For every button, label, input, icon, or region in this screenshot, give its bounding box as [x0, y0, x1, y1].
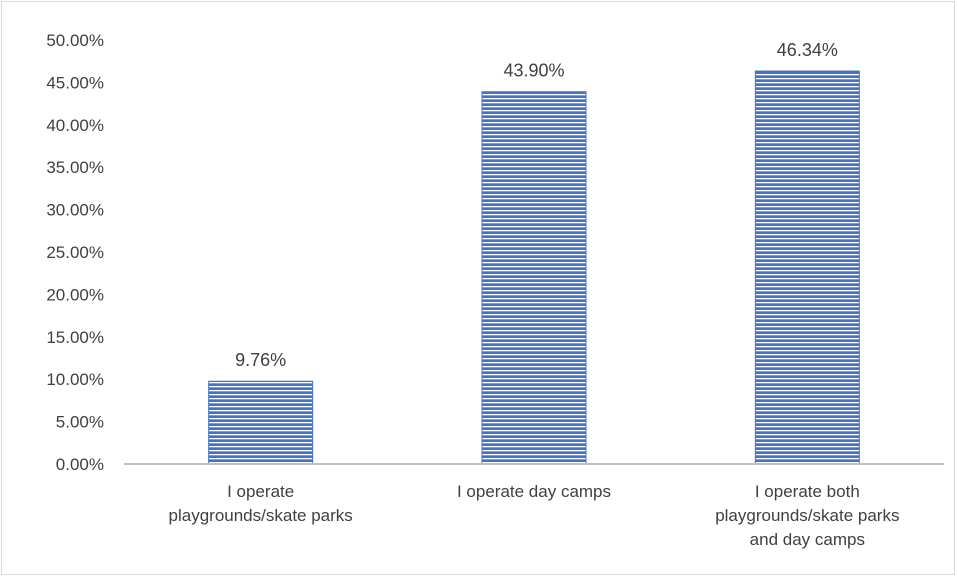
- y-tick-label: 20.00%: [46, 285, 104, 304]
- data-label: 43.90%: [503, 61, 564, 81]
- y-tick-label: 40.00%: [46, 116, 104, 135]
- x-tick-label: I operate both playgrounds/skate parks and…: [715, 482, 899, 549]
- x-tick-label-line: I operate both: [755, 482, 860, 501]
- y-axis: 0.00% 5.00% 10.00% 15.00% 20.00% 25.00% 30.00%…: [46, 31, 104, 474]
- y-tick-label: 45.00%: [46, 73, 104, 92]
- y-tick-label: 10.00%: [46, 370, 104, 389]
- x-tick-label-line: playgrounds/skate parks: [715, 506, 899, 525]
- x-tick-label-line: I operate: [227, 482, 294, 501]
- bar: [754, 70, 860, 465]
- bars: [208, 70, 860, 465]
- x-tick-label-line: playgrounds/skate parks: [169, 506, 353, 525]
- data-labels: 9.76% 43.90% 46.34%: [235, 40, 838, 370]
- data-label: 9.76%: [235, 350, 286, 370]
- y-tick-label: 5.00%: [56, 413, 104, 432]
- y-tick-label: 15.00%: [46, 328, 104, 347]
- x-tick-label-line: and day camps: [750, 530, 865, 549]
- y-tick-label: 35.00%: [46, 158, 104, 177]
- y-tick-label: 25.00%: [46, 243, 104, 262]
- x-tick-label-line: I operate day camps: [457, 482, 611, 501]
- data-label: 46.34%: [777, 40, 838, 60]
- x-tick-label: I operate day camps: [457, 482, 611, 501]
- bar: [208, 380, 314, 465]
- y-tick-label: 0.00%: [56, 455, 104, 474]
- bar: [481, 91, 587, 465]
- y-tick-label: 30.00%: [46, 201, 104, 220]
- y-tick-label: 50.00%: [46, 31, 104, 50]
- x-tick-label: I operate playgrounds/skate parks: [169, 482, 353, 525]
